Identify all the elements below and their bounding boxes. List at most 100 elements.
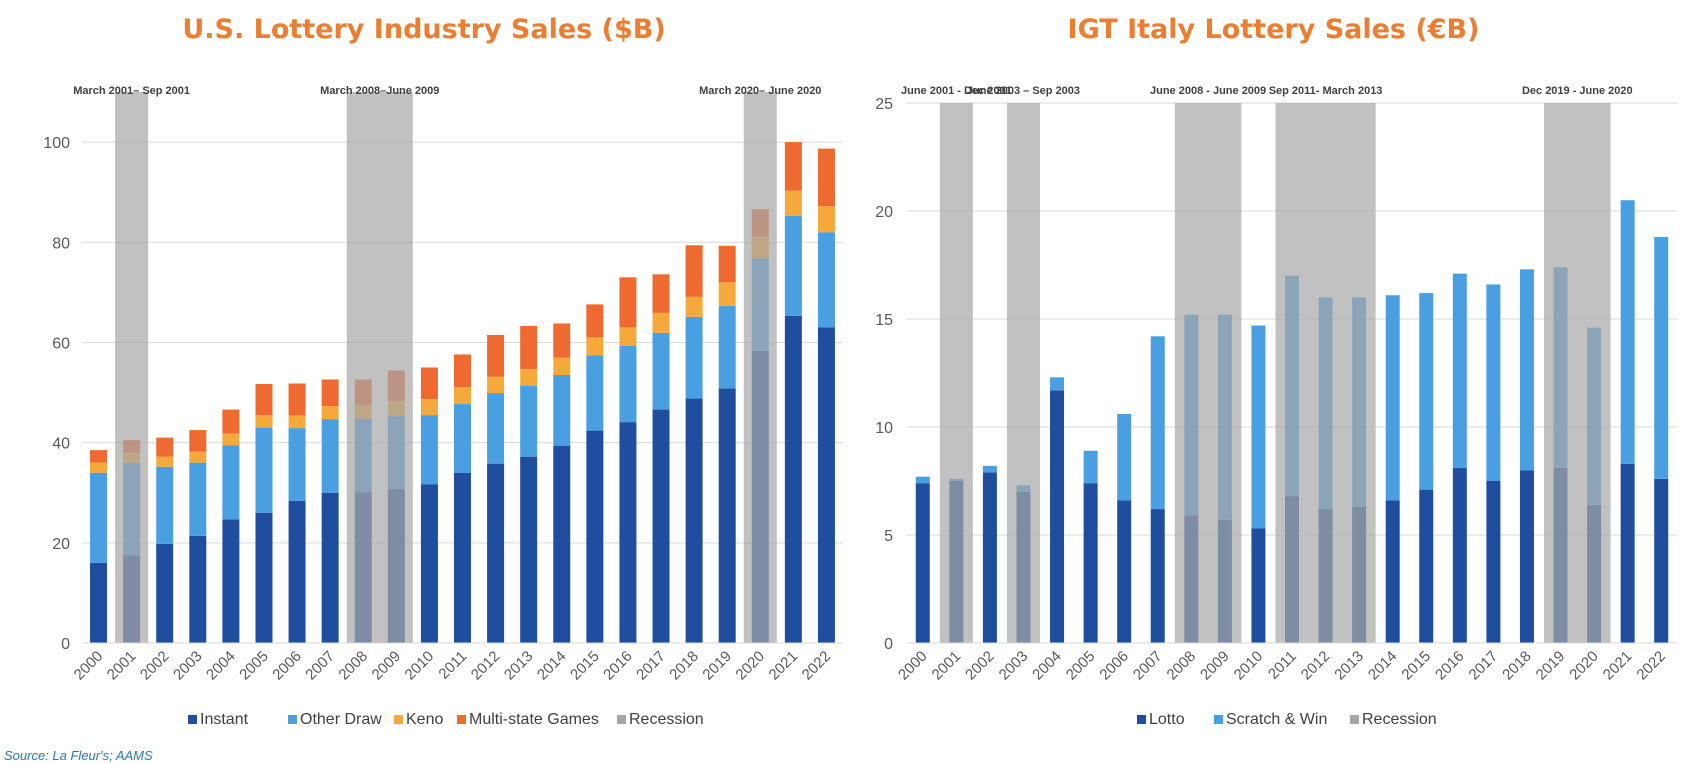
bar-segment — [982, 472, 997, 643]
bar-segment — [652, 312, 670, 333]
bar-segment — [321, 379, 339, 407]
bar-segment — [685, 245, 703, 297]
recession-band — [939, 103, 973, 643]
bar-segment — [1150, 336, 1165, 510]
bar-segment — [1486, 481, 1501, 643]
bar-segment — [718, 245, 736, 283]
bar-segment — [454, 472, 471, 643]
y-tick-label: 100 — [43, 135, 70, 152]
recession-label: Sep 2011- March 2013 — [1269, 85, 1383, 97]
legend-swatch — [288, 715, 297, 724]
bar-segment — [784, 142, 802, 191]
legend-label: Recession — [1362, 711, 1437, 728]
bar-segment — [1519, 470, 1534, 643]
bar-segment — [288, 500, 306, 643]
x-tick-label: 2013 — [1331, 648, 1367, 684]
recession-label: Dec 2019 - June 2020 — [1522, 85, 1633, 97]
bar-segment — [718, 305, 736, 389]
bar-segment — [586, 430, 604, 643]
bar-segment — [520, 386, 538, 457]
bar-segment — [553, 445, 571, 643]
bar-segment — [420, 399, 438, 416]
bar-segment — [321, 419, 339, 493]
y-tick-label: 20 — [52, 536, 70, 553]
x-tick-label: 2022 — [1633, 648, 1669, 684]
chart-title: U.S. Lottery Industry Sales ($B) — [182, 14, 666, 45]
bar-segment — [652, 332, 670, 410]
bar-segment — [156, 466, 174, 544]
bar-segment — [189, 462, 207, 536]
bar-segment — [487, 376, 505, 394]
bar-segment — [586, 337, 604, 356]
bar-segment — [189, 451, 207, 463]
legend-label: Multi-state Games — [469, 711, 599, 728]
bar-segment — [1117, 414, 1132, 501]
legend-label: Recession — [629, 711, 704, 728]
bar-segment — [255, 512, 273, 643]
x-tick-label: 2014 — [534, 648, 570, 684]
x-tick-label: 2015 — [1398, 648, 1434, 684]
x-tick-label: 2018 — [1499, 648, 1535, 684]
x-tick-label: 2009 — [369, 648, 405, 684]
bar-segment — [222, 433, 240, 446]
x-tick-label: 2010 — [1231, 648, 1267, 684]
x-tick-label: 2004 — [1029, 648, 1065, 684]
bar-segment — [156, 543, 174, 643]
bar-segment — [487, 393, 505, 464]
x-tick-label: 2002 — [962, 648, 998, 684]
recession-band — [1006, 103, 1040, 643]
y-tick-label: 15 — [875, 312, 893, 329]
bar-segment — [255, 427, 273, 513]
bar-segment — [1083, 483, 1098, 643]
bar-segment — [1050, 377, 1065, 391]
y-tick-label: 10 — [875, 420, 893, 437]
x-tick-label: 2012 — [468, 648, 504, 684]
legend-label: Lotto — [1149, 711, 1185, 728]
bar-segment — [784, 215, 802, 316]
bar-segment — [1452, 468, 1467, 643]
bar-segment — [189, 535, 207, 643]
bar-segment — [1620, 200, 1635, 464]
x-tick-label: 2021 — [766, 648, 802, 684]
x-tick-label: 2010 — [402, 648, 438, 684]
bar-segment — [1050, 390, 1065, 643]
bar-segment — [222, 409, 240, 434]
legend-label: Other Draw — [300, 711, 382, 728]
x-tick-label: 2016 — [600, 648, 636, 684]
x-tick-label: 2011 — [435, 648, 470, 683]
bar-segment — [619, 327, 637, 346]
x-tick-label: 2000 — [895, 648, 931, 684]
bar-segment — [90, 472, 108, 563]
x-tick-label: 2001 — [104, 648, 140, 684]
bar-segment — [685, 398, 703, 643]
x-tick-label: 2008 — [1164, 648, 1200, 684]
bar-segment — [454, 404, 471, 473]
bar-segment — [784, 190, 802, 216]
x-tick-label: 2020 — [1566, 648, 1602, 684]
bar-segment — [487, 334, 505, 377]
x-tick-label: 2013 — [501, 648, 537, 684]
bar-segment — [90, 562, 108, 643]
bar-segment — [915, 476, 930, 484]
bar-segment — [553, 357, 571, 376]
bar-segment — [817, 148, 835, 207]
bar-segment — [586, 355, 604, 431]
recession-label: March 2020– June 2020 — [699, 85, 821, 97]
bar-segment — [619, 345, 637, 423]
recession-label: June 2001 - Dec 2001 — [901, 85, 1012, 97]
bar-segment — [718, 282, 736, 306]
bar-segment — [1083, 450, 1098, 484]
legend-swatch — [1137, 715, 1146, 724]
y-tick-label: 40 — [52, 436, 70, 453]
x-tick-label: 2018 — [666, 648, 702, 684]
bar-segment — [1385, 295, 1400, 501]
bar-segment — [1419, 489, 1434, 643]
bar-segment — [586, 304, 604, 338]
legend-swatch — [188, 715, 197, 724]
bar-segment — [90, 462, 108, 473]
bar-segment — [454, 387, 471, 405]
bar-segment — [652, 409, 670, 643]
x-tick-label: 2008 — [335, 648, 371, 684]
bar-segment — [1620, 463, 1635, 643]
recession-label: June 2003 – Sep 2003 — [967, 85, 1080, 97]
